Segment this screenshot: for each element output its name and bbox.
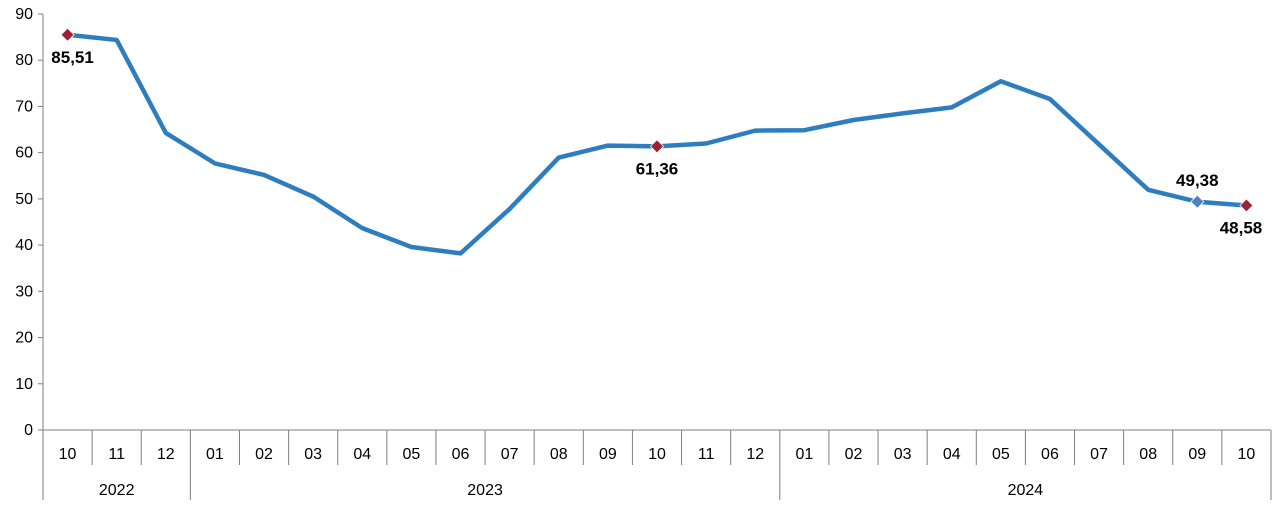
y-tick-label: 20 (15, 330, 33, 347)
y-tick-label: 90 (15, 6, 33, 23)
x-tick-label: 07 (501, 446, 519, 463)
x-tick-label: 11 (108, 446, 125, 463)
y-tick-label: 80 (15, 52, 33, 69)
data-labels-group: 85,51 61,36 49,38 48,58 (51, 48, 1262, 238)
x-tick-label: 04 (943, 446, 961, 463)
year-label: 2024 (1008, 482, 1044, 499)
year-label: 2022 (99, 482, 135, 499)
x-tick-label: 10 (59, 446, 77, 463)
y-tick-label: 70 (15, 98, 33, 115)
x-tick-label: 02 (845, 446, 863, 463)
x-tick-label: 11 (698, 446, 715, 463)
x-axis-ticks: 10 11 12 01 02 03 04 05 06 07 08 09 10 11 12 01 02 03 04 05… (42, 430, 1272, 465)
x-tick-label: 08 (550, 446, 568, 463)
year-label: 2023 (467, 482, 503, 499)
data-label: 48,58 (1220, 218, 1263, 237)
axes (42, 14, 1271, 431)
x-tick-label: 07 (1090, 446, 1108, 463)
y-axis-ticks: 0 10 20 30 40 50 60 70 80 90 (15, 6, 43, 439)
point-marker (60, 27, 75, 42)
x-tick-label: 09 (599, 446, 617, 463)
point-marker (1239, 198, 1254, 213)
y-tick-label: 50 (15, 191, 33, 208)
y-tick-label: 10 (15, 376, 33, 393)
data-label: 49,38 (1176, 171, 1219, 190)
point-marker (649, 139, 665, 154)
x-tick-label: 10 (648, 446, 666, 463)
x-tick-label: 01 (206, 446, 224, 463)
x-tick-label: 10 (1238, 446, 1256, 463)
x-tick-label: 03 (894, 446, 912, 463)
point-marker (1190, 194, 1205, 209)
y-tick-label: 30 (15, 283, 33, 300)
y-tick-label: 60 (15, 145, 33, 162)
x-tick-label: 06 (1041, 446, 1059, 463)
x-tick-label: 05 (403, 446, 421, 463)
x-tick-label: 03 (304, 446, 322, 463)
markers-group (60, 27, 1254, 213)
x-tick-label: 01 (795, 446, 813, 463)
x-tick-label: 04 (353, 446, 371, 463)
x-tick-label: 05 (992, 446, 1010, 463)
y-tick-label: 40 (15, 237, 33, 254)
y-tick-label: 0 (24, 422, 33, 439)
x-tick-label: 06 (452, 446, 470, 463)
year-groups: 2022 2023 2024 (42, 465, 1272, 500)
data-label: 85,51 (51, 48, 94, 67)
x-tick-label: 02 (255, 446, 273, 463)
data-label: 61,36 (636, 159, 679, 178)
x-tick-label: 12 (746, 446, 764, 463)
x-tick-label: 08 (1139, 446, 1157, 463)
x-tick-label: 12 (157, 446, 175, 463)
x-tick-label: 09 (1188, 446, 1206, 463)
